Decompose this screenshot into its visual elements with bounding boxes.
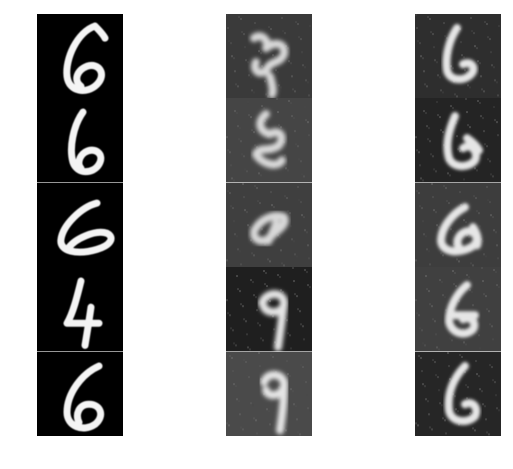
digit-tile (37, 98, 123, 183)
reconstruction-a-column (226, 14, 312, 437)
digit-stroke (258, 290, 288, 352)
digit-stroke (444, 361, 481, 425)
digit-tile (226, 182, 312, 268)
digit-stroke (63, 22, 109, 94)
digit-stroke (57, 199, 115, 256)
digit-stroke (67, 108, 105, 176)
digit-tile (415, 351, 501, 437)
digit-stroke (445, 281, 479, 338)
digit-tile (226, 267, 312, 352)
digit-stroke (252, 110, 286, 169)
digit-stroke (442, 24, 478, 84)
digit-stroke (443, 112, 483, 171)
digit-tile (37, 14, 123, 99)
tile-background (415, 267, 501, 352)
digit-tile (37, 267, 123, 352)
digit-tile (226, 14, 312, 99)
tile-background (226, 182, 312, 268)
original-digits-column (37, 14, 123, 437)
digit-tile (415, 98, 501, 183)
digit-tile (226, 98, 312, 183)
digit-stroke (250, 32, 289, 99)
digit-stroke (250, 211, 289, 246)
digit-tile (415, 182, 501, 268)
digit-stroke (63, 362, 105, 431)
reconstruction-b-column (415, 14, 501, 437)
digit-stroke (437, 202, 482, 256)
digit-stroke (260, 370, 289, 435)
digit-stroke (63, 277, 103, 350)
digit-tile (37, 351, 123, 437)
digit-tile (37, 182, 123, 268)
digit-tile (226, 351, 312, 437)
digit-tile (415, 14, 501, 99)
digit-tile (415, 267, 501, 352)
